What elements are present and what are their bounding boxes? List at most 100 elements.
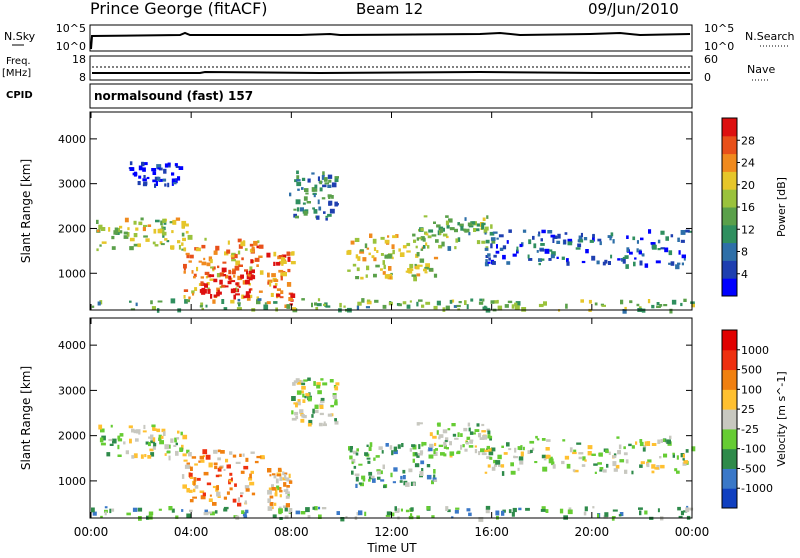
- data-cell: [685, 507, 690, 513]
- x-axis-ticks: 00:00 04:00 08:00 12:00 16:00 20:00 00:00: [74, 525, 710, 539]
- data-cell: [112, 438, 117, 444]
- data-cell: [223, 506, 229, 510]
- data-cell: [327, 413, 333, 417]
- data-cell: [201, 244, 206, 249]
- data-cell: [448, 218, 453, 223]
- data-cell: [359, 482, 364, 487]
- data-cell: [493, 254, 497, 258]
- data-cell: [157, 176, 161, 181]
- data-cell: [682, 453, 685, 458]
- data-cell: [296, 379, 302, 385]
- data-cell: [400, 475, 403, 480]
- data-cell: [321, 197, 326, 200]
- data-cell: [307, 396, 312, 402]
- data-cell: [640, 237, 644, 241]
- data-cell: [179, 447, 183, 452]
- data-cell: [443, 444, 447, 449]
- data-cell: [640, 461, 645, 465]
- data-cell: [620, 258, 624, 262]
- data-cell: [164, 183, 167, 187]
- data-cell: [429, 432, 433, 437]
- data-cell: [277, 487, 282, 490]
- data-cell: [203, 257, 206, 261]
- data-cell: [380, 268, 383, 271]
- data-cell: [495, 510, 500, 516]
- data-cell: [175, 217, 181, 221]
- data-cell: [307, 515, 311, 518]
- data-cell: [433, 256, 439, 260]
- data-cell: [129, 438, 132, 444]
- data-cell: [232, 454, 237, 458]
- data-cell: [143, 224, 148, 227]
- data-cell: [539, 248, 545, 252]
- data-cell: [144, 454, 147, 458]
- nsearch-tick-top: 10^5: [704, 22, 734, 35]
- data-cell: [382, 464, 385, 470]
- data-cell: [288, 473, 291, 478]
- data-cell: [278, 506, 282, 509]
- data-cell: [366, 444, 369, 447]
- data-cell: [484, 226, 489, 231]
- data-cell: [656, 302, 660, 305]
- data-cell: [249, 473, 252, 479]
- data-cell: [478, 301, 484, 305]
- data-cell: [451, 423, 456, 427]
- data-cell: [245, 457, 249, 462]
- y-tick-label: 3000: [58, 384, 86, 397]
- data-cell: [440, 228, 444, 233]
- data-cell: [223, 307, 228, 311]
- data-cell: [635, 441, 638, 445]
- data-cell: [532, 447, 535, 451]
- data-cell: [436, 423, 441, 426]
- data-cell: [527, 450, 532, 454]
- data-cell: [385, 514, 391, 517]
- colorbar-segment: [722, 242, 737, 261]
- data-cell: [243, 515, 248, 519]
- data-cell: [418, 444, 421, 450]
- data-cell: [209, 511, 215, 516]
- data-cell: [167, 162, 171, 166]
- data-cell: [104, 506, 108, 509]
- data-cell: [161, 225, 164, 228]
- data-cell: [588, 299, 592, 304]
- data-cell: [318, 514, 322, 519]
- data-cell: [119, 230, 123, 234]
- data-cell: [683, 298, 687, 302]
- data-cell: [409, 263, 414, 269]
- data-cell: [501, 510, 505, 516]
- data-cell: [468, 512, 472, 517]
- data-cell: [460, 226, 464, 231]
- data-cell: [616, 436, 620, 439]
- data-cell: [485, 508, 490, 514]
- data-cell: [240, 470, 245, 474]
- data-cell: [193, 477, 197, 482]
- data-cell: [387, 235, 390, 238]
- plot-frame: [89, 317, 693, 519]
- data-cell: [230, 299, 235, 304]
- data-cell: [240, 274, 244, 279]
- data-cell: [203, 512, 209, 516]
- data-cell: [250, 470, 254, 474]
- data-cell: [243, 295, 247, 299]
- data-cell: [99, 300, 103, 305]
- data-cell: [434, 448, 438, 451]
- data-cell: [285, 491, 290, 495]
- data-cell: [212, 485, 218, 489]
- data-cell: [325, 217, 328, 221]
- data-cell: [642, 447, 646, 452]
- data-cell: [247, 274, 252, 277]
- data-cell: [157, 300, 163, 303]
- data-cell: [516, 246, 519, 252]
- data-cell: [481, 452, 487, 456]
- data-cell: [441, 241, 445, 247]
- data-cell: [476, 240, 481, 245]
- data-cell: [543, 301, 547, 306]
- data-cell: [585, 249, 589, 254]
- data-cell: [364, 452, 369, 456]
- data-cell: [203, 471, 209, 476]
- data-cell: [235, 293, 240, 296]
- x-tick-label: 00:00: [675, 525, 710, 539]
- data-cell: [108, 438, 113, 442]
- data-cell: [231, 290, 236, 294]
- data-cell: [204, 271, 210, 275]
